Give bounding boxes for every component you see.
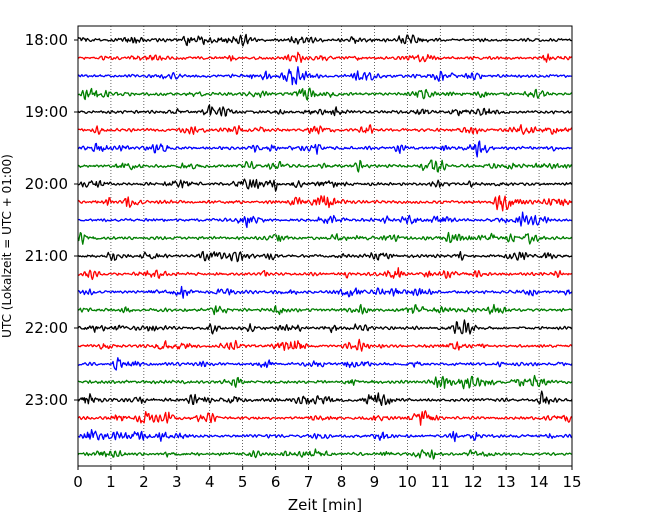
trace-2045 bbox=[77, 231, 573, 245]
trace-2145 bbox=[77, 303, 573, 316]
y-tick-label: 23:00 bbox=[25, 391, 68, 409]
x-tick-label: 10 bbox=[398, 473, 417, 491]
x-tick-label: 3 bbox=[172, 473, 182, 491]
x-tick-label: 4 bbox=[205, 473, 215, 491]
trace-1945 bbox=[77, 159, 573, 173]
plot-frame bbox=[77, 25, 573, 467]
trace-2030 bbox=[77, 211, 573, 229]
trace-2100 bbox=[77, 250, 573, 263]
x-tick-label: 6 bbox=[271, 473, 281, 491]
trace-1915 bbox=[77, 124, 573, 135]
trace-1930 bbox=[77, 140, 573, 158]
x-tick-label: 5 bbox=[238, 473, 248, 491]
trace-2115 bbox=[77, 267, 573, 281]
plot-background bbox=[78, 26, 572, 466]
trace-2315 bbox=[77, 410, 573, 426]
x-tick-label: 15 bbox=[562, 473, 581, 491]
x-tick-label: 9 bbox=[370, 473, 380, 491]
x-tick-label: 12 bbox=[464, 473, 483, 491]
trace-2345 bbox=[77, 448, 573, 460]
trace-1845 bbox=[77, 87, 573, 101]
x-axis-label: Zeit [min] bbox=[288, 496, 362, 514]
trace-2200 bbox=[77, 319, 573, 335]
x-tick-label: 1 bbox=[106, 473, 116, 491]
x-tick-label: 11 bbox=[431, 473, 450, 491]
y-axis-ticks: 18:00 19:00 20:00 21:00 22:00 23:00 bbox=[25, 31, 78, 409]
y-tick-label: 21:00 bbox=[25, 247, 68, 265]
trace-1830 bbox=[77, 66, 573, 86]
trace-1815 bbox=[77, 51, 573, 64]
trace-2215 bbox=[77, 338, 573, 352]
trace-2245 bbox=[77, 374, 573, 390]
trace-2130 bbox=[77, 285, 573, 299]
x-axis-ticks: 0 1 2 3 4 5 6 7 8 9 10 11 12 13 14 15 bbox=[73, 466, 582, 491]
grid-lines bbox=[110, 26, 540, 466]
y-axis-label: UTC (Lokalzeit = UTC + 01:00) bbox=[0, 154, 14, 338]
y-tick-label: 18:00 bbox=[25, 31, 68, 49]
y-tick-label: 20:00 bbox=[25, 175, 68, 193]
y-tick-label: 22:00 bbox=[25, 319, 68, 337]
x-tick-label: 14 bbox=[530, 473, 549, 491]
x-tick-label: 13 bbox=[497, 473, 516, 491]
x-tick-label: 8 bbox=[337, 473, 347, 491]
trace-2000 bbox=[77, 178, 573, 192]
x-tick-label: 0 bbox=[73, 473, 83, 491]
trace-2015 bbox=[77, 195, 573, 212]
trace-2230 bbox=[77, 357, 573, 371]
trace-1800 bbox=[77, 33, 573, 47]
x-tick-label: 2 bbox=[139, 473, 149, 491]
trace-2300 bbox=[77, 390, 573, 407]
trace-1900 bbox=[77, 104, 573, 117]
trace-2330 bbox=[77, 429, 573, 443]
y-tick-label: 19:00 bbox=[25, 103, 68, 121]
x-tick-label: 7 bbox=[304, 473, 314, 491]
traces-group bbox=[77, 33, 573, 460]
